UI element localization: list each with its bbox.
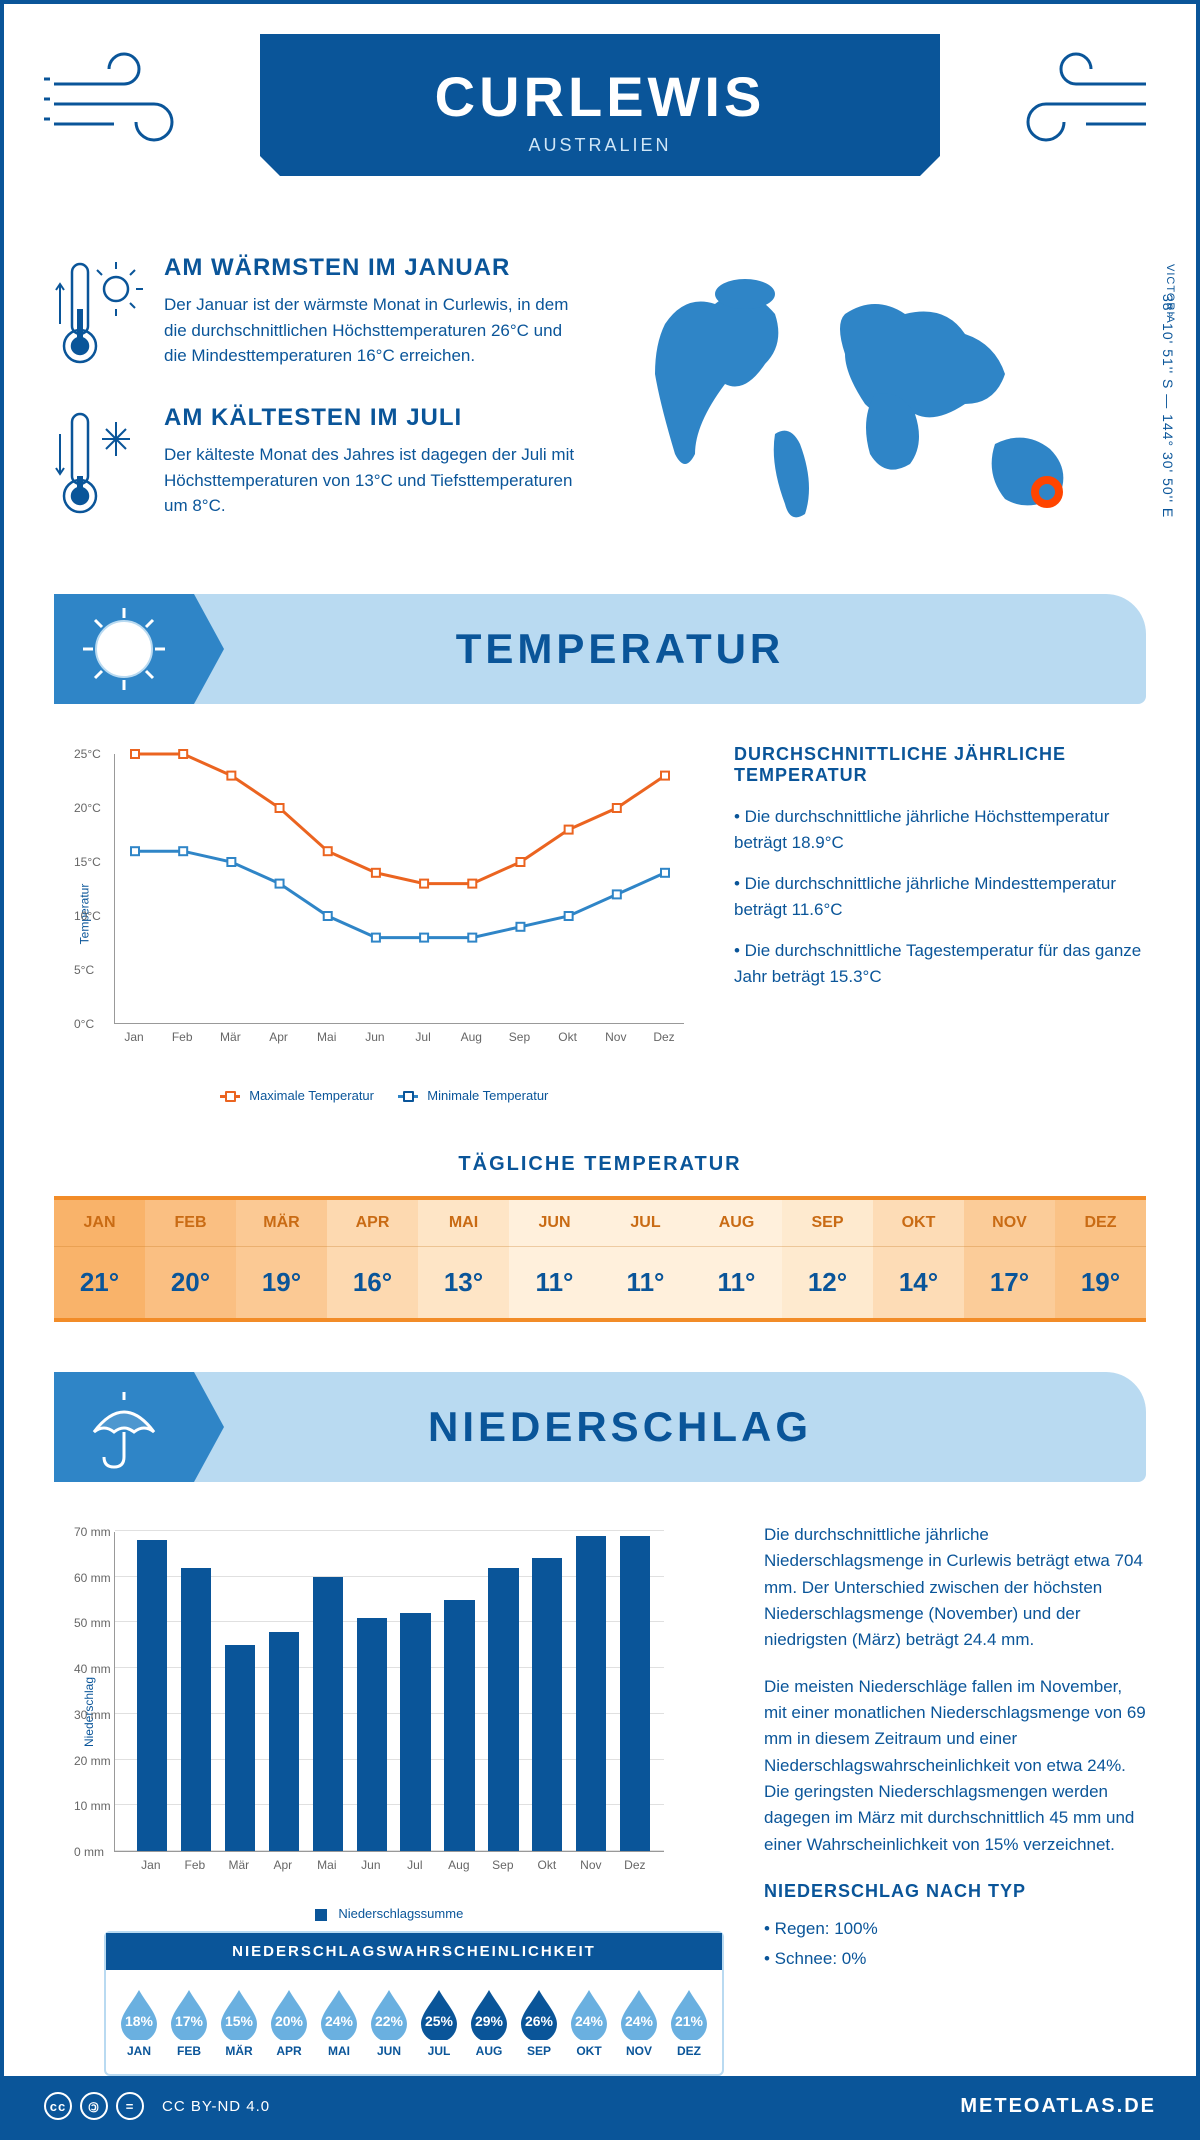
probability-drop: 24%NOV — [617, 1986, 661, 2058]
license: cc 🄯 = CC BY-ND 4.0 — [44, 2092, 270, 2120]
probability-drop: 22%JUN — [367, 1986, 411, 2058]
fact-warm-text: Der Januar ist der wärmste Monat in Curl… — [164, 292, 584, 369]
footer: cc 🄯 = CC BY-ND 4.0 METEOATLAS.DE — [4, 2076, 1196, 2136]
temp-bullet: • Die durchschnittliche Tagestemperatur … — [734, 938, 1146, 989]
svg-text:29%: 29% — [475, 2013, 504, 2029]
probability-drop: 17%FEB — [167, 1986, 211, 2058]
precip-summary: Die durchschnittliche jährliche Niedersc… — [764, 1522, 1146, 2076]
probability-drop: 24%MAI — [317, 1986, 361, 2058]
svg-text:25%: 25% — [425, 2013, 454, 2029]
table-col: APR16° — [327, 1200, 418, 1318]
svg-text:15%: 15% — [225, 2013, 254, 2029]
table-col: FEB20° — [145, 1200, 236, 1318]
thermometer-snow-icon — [54, 404, 144, 524]
legend-max: Maximale Temperatur — [249, 1088, 374, 1103]
coords-label: 38° 10' 51'' S — 144° 30' 50'' E — [1160, 294, 1176, 518]
table-col: MAI13° — [418, 1200, 509, 1318]
daily-temp-table: JAN21°FEB20°MÄR19°APR16°MAI13°JUN11°JUL1… — [54, 1196, 1146, 1322]
prob-title: NIEDERSCHLAGSWAHRSCHEINLICHKEIT — [106, 1933, 722, 1970]
cc-icon: cc — [44, 2092, 72, 2120]
svg-text:18%: 18% — [125, 2013, 154, 2029]
table-col: OKT14° — [873, 1200, 964, 1318]
table-col: SEP12° — [782, 1200, 873, 1318]
city-title: CURLEWIS — [260, 64, 940, 129]
chart-legend: Niederschlagssumme — [54, 1906, 724, 1921]
precip-type-title: NIEDERSCHLAG NACH TYP — [764, 1878, 1146, 1906]
probability-drop: 29%AUG — [467, 1986, 511, 2058]
svg-text:24%: 24% — [575, 2013, 604, 2029]
chart-legend: .sw:nth-of-type(1)::after{border-color:#… — [54, 1088, 694, 1103]
precip-para: Die meisten Niederschläge fallen im Nove… — [764, 1674, 1146, 1858]
svg-text:20%: 20% — [275, 2013, 304, 2029]
table-col: AUG11° — [691, 1200, 782, 1318]
section-banner-temperature: TEMPERATUR — [54, 594, 1146, 704]
precip-bar-chart: Niederschlag 0 mm10 mm20 mm30 mm40 mm50 … — [54, 1522, 724, 1921]
fact-warmest: AM WÄRMSTEN IM JANUAR Der Januar ist der… — [54, 254, 585, 374]
title-ribbon: CURLEWIS AUSTRALIEN — [260, 34, 940, 176]
temp-side-title: DURCHSCHNITTLICHE JÄHRLICHE TEMPERATUR — [734, 744, 1146, 786]
svg-text:26%: 26% — [525, 2013, 554, 2029]
intro-row: AM WÄRMSTEN IM JANUAR Der Januar ist der… — [4, 234, 1196, 594]
section-banner-precip: NIEDERSCHLAG — [54, 1372, 1146, 1482]
probability-drop: 21%DEZ — [667, 1986, 711, 2058]
table-col: JAN21° — [54, 1200, 145, 1318]
temp-bullet: • Die durchschnittliche jährliche Mindes… — [734, 871, 1146, 922]
fact-cold-title: AM KÄLTESTEN IM JULI — [164, 404, 584, 432]
probability-drop: 25%JUL — [417, 1986, 461, 2058]
fact-warm-title: AM WÄRMSTEN IM JANUAR — [164, 254, 584, 282]
fact-cold-text: Der kälteste Monat des Jahres ist dagege… — [164, 442, 584, 519]
probability-drop: 24%OKT — [567, 1986, 611, 2058]
by-icon: 🄯 — [80, 2092, 108, 2120]
world-map: VICTORIA 38° 10' 51'' S — 144° 30' 50'' … — [615, 254, 1146, 554]
legend-precip: Niederschlagssumme — [338, 1906, 463, 1921]
svg-text:21%: 21% — [675, 2013, 704, 2029]
sun-icon — [54, 594, 194, 704]
table-col: NOV17° — [964, 1200, 1055, 1318]
wind-icon — [1006, 44, 1156, 164]
nd-icon: = — [116, 2092, 144, 2120]
probability-drop: 15%MÄR — [217, 1986, 261, 2058]
section-title: TEMPERATUR — [194, 625, 1146, 673]
svg-text:24%: 24% — [325, 2013, 354, 2029]
precip-type: • Schnee: 0% — [764, 1946, 1146, 1972]
wind-icon — [44, 44, 194, 164]
brand: METEOATLAS.DE — [960, 2095, 1156, 2118]
daily-temp-title: TÄGLICHE TEMPERATUR — [4, 1153, 1196, 1176]
probability-drop: 20%APR — [267, 1986, 311, 2058]
umbrella-icon — [54, 1372, 194, 1482]
temperature-line-chart: Temperatur 0°C5°C10°C15°C20°C25°CJanFebM… — [54, 744, 694, 1103]
fact-coldest: AM KÄLTESTEN IM JULI Der kälteste Monat … — [54, 404, 585, 524]
table-col: JUL11° — [600, 1200, 691, 1318]
country-subtitle: AUSTRALIEN — [260, 135, 940, 156]
precip-probability-box: NIEDERSCHLAGSWAHRSCHEINLICHKEIT 18%JAN17… — [104, 1931, 724, 2076]
temp-bullet: • Die durchschnittliche jährliche Höchst… — [734, 804, 1146, 855]
probability-drop: 18%JAN — [117, 1986, 161, 2058]
table-col: DEZ19° — [1055, 1200, 1146, 1318]
table-col: MÄR19° — [236, 1200, 327, 1318]
probability-drop: 26%SEP — [517, 1986, 561, 2058]
section-title: NIEDERSCHLAG — [194, 1403, 1146, 1451]
precip-type: • Regen: 100% — [764, 1916, 1146, 1942]
temperature-summary: DURCHSCHNITTLICHE JÄHRLICHE TEMPERATUR •… — [734, 744, 1146, 1103]
thermometer-sun-icon — [54, 254, 144, 374]
legend-min: Minimale Temperatur — [427, 1088, 548, 1103]
license-text: CC BY-ND 4.0 — [162, 2098, 270, 2115]
svg-text:22%: 22% — [375, 2013, 404, 2029]
svg-text:24%: 24% — [625, 2013, 654, 2029]
precip-para: Die durchschnittliche jährliche Niedersc… — [764, 1522, 1146, 1654]
svg-text:17%: 17% — [175, 2013, 204, 2029]
header: CURLEWIS AUSTRALIEN — [4, 4, 1196, 234]
table-col: JUN11° — [509, 1200, 600, 1318]
